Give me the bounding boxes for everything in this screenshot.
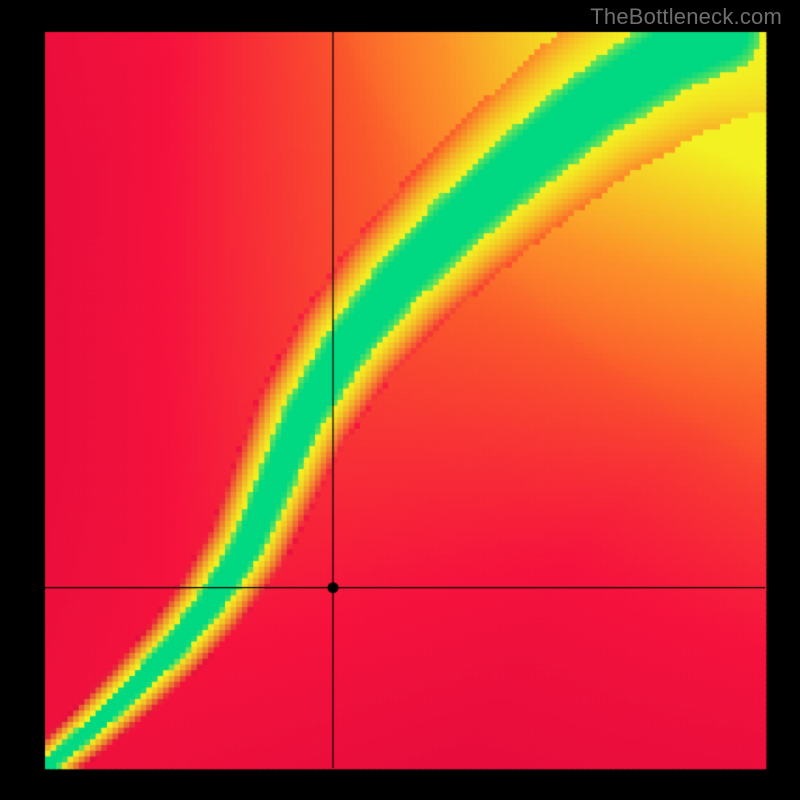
- chart-frame: TheBottleneck.com: [0, 0, 800, 800]
- watermark-text: TheBottleneck.com: [590, 4, 782, 30]
- bottleneck-heatmap: [0, 0, 800, 800]
